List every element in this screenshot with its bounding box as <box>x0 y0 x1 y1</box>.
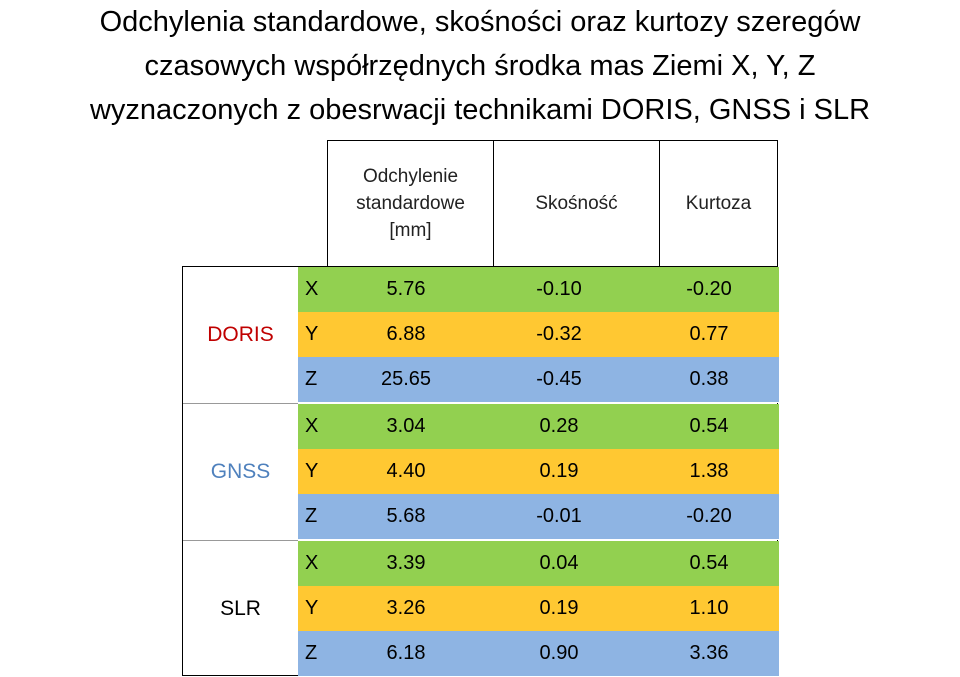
table-row: Z 25.65 -0.45 0.38 <box>298 357 779 403</box>
skew-cell: -0.10 <box>536 278 582 300</box>
kurt-cell: 0.38 <box>689 368 729 390</box>
std-cell: 3.39 <box>386 552 426 574</box>
header-kurt-label: Kurtoza <box>685 193 752 214</box>
std-cell: 25.65 <box>380 368 432 390</box>
skew-cell: 0.19 <box>539 460 579 482</box>
kurt-cell: -0.20 <box>686 505 732 527</box>
kurt-cell: 1.10 <box>689 597 729 619</box>
doris-label: DORIS <box>207 323 274 346</box>
axis-cell: Z <box>305 368 318 390</box>
skew-cell: 0.19 <box>539 597 579 619</box>
axis-cell: Z <box>305 642 318 664</box>
slr-label: SLR <box>220 597 261 620</box>
skew-cell: -0.45 <box>536 368 582 390</box>
technique-label-doris: DORIS <box>183 267 298 403</box>
skew-cell: 0.28 <box>539 415 579 437</box>
std-cell: 5.68 <box>386 505 426 527</box>
header-std-line-1: Odchylenie <box>362 166 459 187</box>
technique-label-gnss: GNSS <box>183 404 298 540</box>
axis-cell: Y <box>305 323 319 345</box>
stats-table: DORIS X 5.76 -0.10 -0.20 Y 6.88 -0.32 0.… <box>182 266 779 677</box>
axis-cell: X <box>305 415 319 437</box>
header-skewness: Skośność <box>494 140 660 266</box>
table-row: Y 6.88 -0.32 0.77 <box>298 312 779 358</box>
std-cell: 3.26 <box>386 597 426 619</box>
table-row: X 5.76 -0.10 -0.20 <box>298 267 779 313</box>
table-row: X 3.39 0.04 0.54 <box>298 541 779 587</box>
axis-cell: Y <box>305 597 319 619</box>
table-row: Y 4.40 0.19 1.38 <box>298 449 779 495</box>
group-divider <box>183 540 298 541</box>
technique-label-slr: SLR <box>183 541 298 677</box>
header-std-line-3: [mm] <box>389 220 432 241</box>
axis-cell: X <box>305 552 319 574</box>
axis-cell: Z <box>305 505 318 527</box>
header-std-line-2: standardowe <box>356 193 465 214</box>
std-cell: 3.04 <box>386 415 426 437</box>
kurt-cell: 0.77 <box>689 323 729 345</box>
std-cell: 6.18 <box>386 642 426 664</box>
header-kurtosis: Kurtoza <box>660 140 778 266</box>
kurt-cell: 3.36 <box>689 642 729 664</box>
kurt-cell: 0.54 <box>689 552 729 574</box>
kurt-cell: 1.38 <box>689 460 729 482</box>
axis-cell: Y <box>305 460 319 482</box>
table-row: Z 6.18 0.90 3.36 <box>298 631 779 676</box>
skew-cell: 0.90 <box>539 642 579 664</box>
gnss-label: GNSS <box>210 460 271 483</box>
std-cell: 6.88 <box>386 323 426 345</box>
std-cell: 4.40 <box>386 460 426 482</box>
title-line-2: czasowych współrzędnych środka mas Ziemi… <box>144 50 816 82</box>
table-row: Z 5.68 -0.01 -0.20 <box>298 494 779 540</box>
kurt-cell: 0.54 <box>689 415 729 437</box>
title-line-3: wyznaczonych z obesrwacji technikami DOR… <box>89 94 871 126</box>
axis-cell: X <box>305 278 319 300</box>
group-divider <box>183 403 298 404</box>
table-row: X 3.04 0.28 0.54 <box>298 404 779 450</box>
title-line-1: Odchylenia standardowe, skośności oraz k… <box>99 6 861 38</box>
kurt-cell: -0.20 <box>686 278 732 300</box>
skew-cell: -0.01 <box>536 505 582 527</box>
skew-cell: 0.04 <box>539 552 579 574</box>
page-title: Odchylenia standardowe, skośności oraz k… <box>0 0 960 132</box>
header-std-dev: Odchylenie standardowe [mm] <box>327 140 494 266</box>
std-cell: 5.76 <box>386 278 426 300</box>
table-row: Y 3.26 0.19 1.10 <box>298 586 779 632</box>
skew-cell: -0.32 <box>536 323 582 345</box>
header-skew-label: Skośność <box>535 193 618 214</box>
